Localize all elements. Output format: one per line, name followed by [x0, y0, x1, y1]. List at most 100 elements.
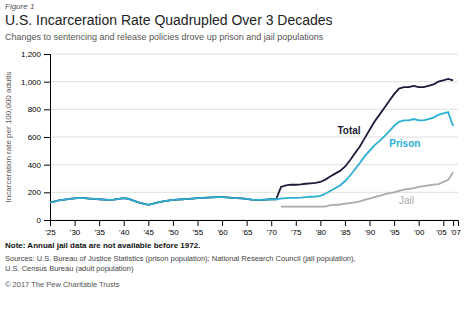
x-tick: '80 — [316, 220, 327, 237]
sources: Sources: U.S. Bureau of Justice Statisti… — [5, 254, 356, 273]
copyright-line: © 2017 The Pew Charitable Trusts — [5, 280, 120, 289]
x-tick: '70 — [266, 220, 277, 237]
figure-label: Figure 1 — [5, 2, 34, 11]
y-tick-mark — [44, 192, 50, 193]
x-tick-label: '50 — [168, 228, 179, 237]
y-tick-mark — [44, 137, 50, 138]
series-line — [50, 112, 453, 205]
x-tick-mark — [173, 220, 174, 226]
y-tick: 600 — [28, 133, 50, 142]
x-tick: '25 — [45, 220, 56, 237]
series-label: Prison — [389, 138, 420, 149]
plot: 0 200 400 600 800 1,000 1,200 '25 '30 '35 '40 '45 '5… — [21, 50, 462, 237]
x-tick-label: '07 — [451, 228, 462, 237]
sources-line: Sources: U.S. Bureau of Justice Statisti… — [5, 254, 356, 263]
x-tick: '75 — [291, 220, 302, 237]
lines — [50, 79, 453, 207]
series-label: Total — [337, 125, 360, 136]
y-axis-line — [44, 55, 51, 221]
y-tick-label: 1,200 — [21, 50, 42, 59]
note: Note: Annual jail data are not available… — [5, 241, 200, 250]
x-tick: '85 — [340, 220, 351, 237]
y-axis-title: Incarceration rate per 100,000 adults — [4, 72, 13, 203]
x-tick-mark — [370, 220, 371, 226]
x-tick-label: '45 — [144, 228, 155, 237]
y-tick-label: 1,000 — [21, 78, 42, 87]
x-axis: '25 '30 '35 '40 '45 '50 '55 '60 '65 '70 '75 '80 '85 '… — [45, 220, 461, 237]
x-tick-mark — [345, 220, 346, 226]
y-tick-label: 0 — [37, 216, 42, 225]
sources-line: U.S. Census Bureau (adult population) — [5, 264, 134, 273]
y-tick-mark — [44, 220, 50, 221]
x-tick-mark — [320, 220, 321, 226]
y-tick: 200 — [28, 188, 50, 197]
x-tick: '35 — [94, 220, 105, 237]
y-tick: 800 — [28, 105, 50, 114]
x-tick-label: '90 — [365, 228, 376, 237]
x-tick: '90 — [365, 220, 376, 237]
y-tick-label: 800 — [28, 105, 42, 114]
x-tick-mark — [197, 220, 198, 226]
x-tick: '00 — [414, 220, 425, 237]
series-line — [281, 172, 453, 206]
x-tick-mark — [222, 220, 223, 226]
x-tick: '65 — [242, 220, 253, 237]
grid-line — [50, 164, 458, 165]
series-label: Jail — [399, 195, 414, 206]
x-tick: '40 — [119, 220, 130, 237]
x-tick: '50 — [168, 220, 179, 237]
x-axis-line — [51, 221, 459, 227]
grid-line — [50, 54, 458, 55]
y-tick-label: 200 — [28, 188, 42, 197]
y-axis: 0 200 400 600 800 1,000 1,200 — [21, 50, 51, 225]
x-tick-label: '05 — [436, 228, 447, 237]
y-tick: 400 — [28, 161, 50, 170]
x-tick: '07 — [451, 220, 462, 237]
x-tick: '95 — [389, 220, 400, 237]
x-tick-mark — [75, 220, 76, 226]
y-tick-label: 600 — [28, 133, 42, 142]
x-tick-mark — [247, 220, 248, 226]
x-tick-label: '25 — [45, 228, 56, 237]
y-tick-mark — [44, 54, 50, 55]
copyright: © 2017 The Pew Charitable Trusts — [5, 280, 120, 289]
y-tick-mark — [44, 82, 50, 83]
y-tick-mark — [44, 109, 50, 110]
chart: Figure 1U.S. Incarceration Rate Quadrupl… — [0, 0, 474, 322]
series-line — [50, 79, 453, 205]
x-tick-mark — [453, 220, 454, 226]
y-tick-mark — [44, 165, 50, 166]
grid-line — [50, 81, 458, 82]
x-tick-label: '40 — [119, 228, 130, 237]
x-tick-label: '80 — [316, 228, 327, 237]
title: U.S. Incarceration Rate Quadrupled Over … — [5, 12, 333, 28]
x-tick-label: '70 — [266, 228, 277, 237]
x-tick-mark — [419, 220, 420, 226]
x-tick-mark — [443, 220, 444, 226]
x-tick: '55 — [193, 220, 204, 237]
grid — [50, 54, 458, 220]
x-tick: '60 — [217, 220, 228, 237]
y-tick: 1,000 — [21, 78, 50, 87]
x-tick-label: '60 — [217, 228, 228, 237]
y-tick: 0 — [37, 216, 50, 225]
subtitle: Changes to sentencing and release polici… — [5, 32, 324, 42]
x-tick-label: '65 — [242, 228, 253, 237]
x-tick: '05 — [436, 220, 447, 237]
x-tick-mark — [50, 220, 51, 226]
y-tick: 1,200 — [21, 50, 50, 59]
x-tick: '30 — [70, 220, 81, 237]
x-tick-label: '00 — [414, 228, 425, 237]
x-tick-label: '85 — [340, 228, 351, 237]
x-tick-mark — [296, 220, 297, 226]
x-tick-mark — [271, 220, 272, 226]
x-tick-label: '30 — [70, 228, 81, 237]
x-tick-mark — [394, 220, 395, 226]
x-tick-label: '95 — [389, 228, 400, 237]
x-tick-mark — [148, 220, 149, 226]
x-tick-label: '55 — [193, 228, 204, 237]
x-tick: '45 — [144, 220, 155, 237]
y-tick-label: 400 — [28, 161, 42, 170]
grid-line — [50, 109, 458, 110]
x-tick-label: '35 — [94, 228, 105, 237]
